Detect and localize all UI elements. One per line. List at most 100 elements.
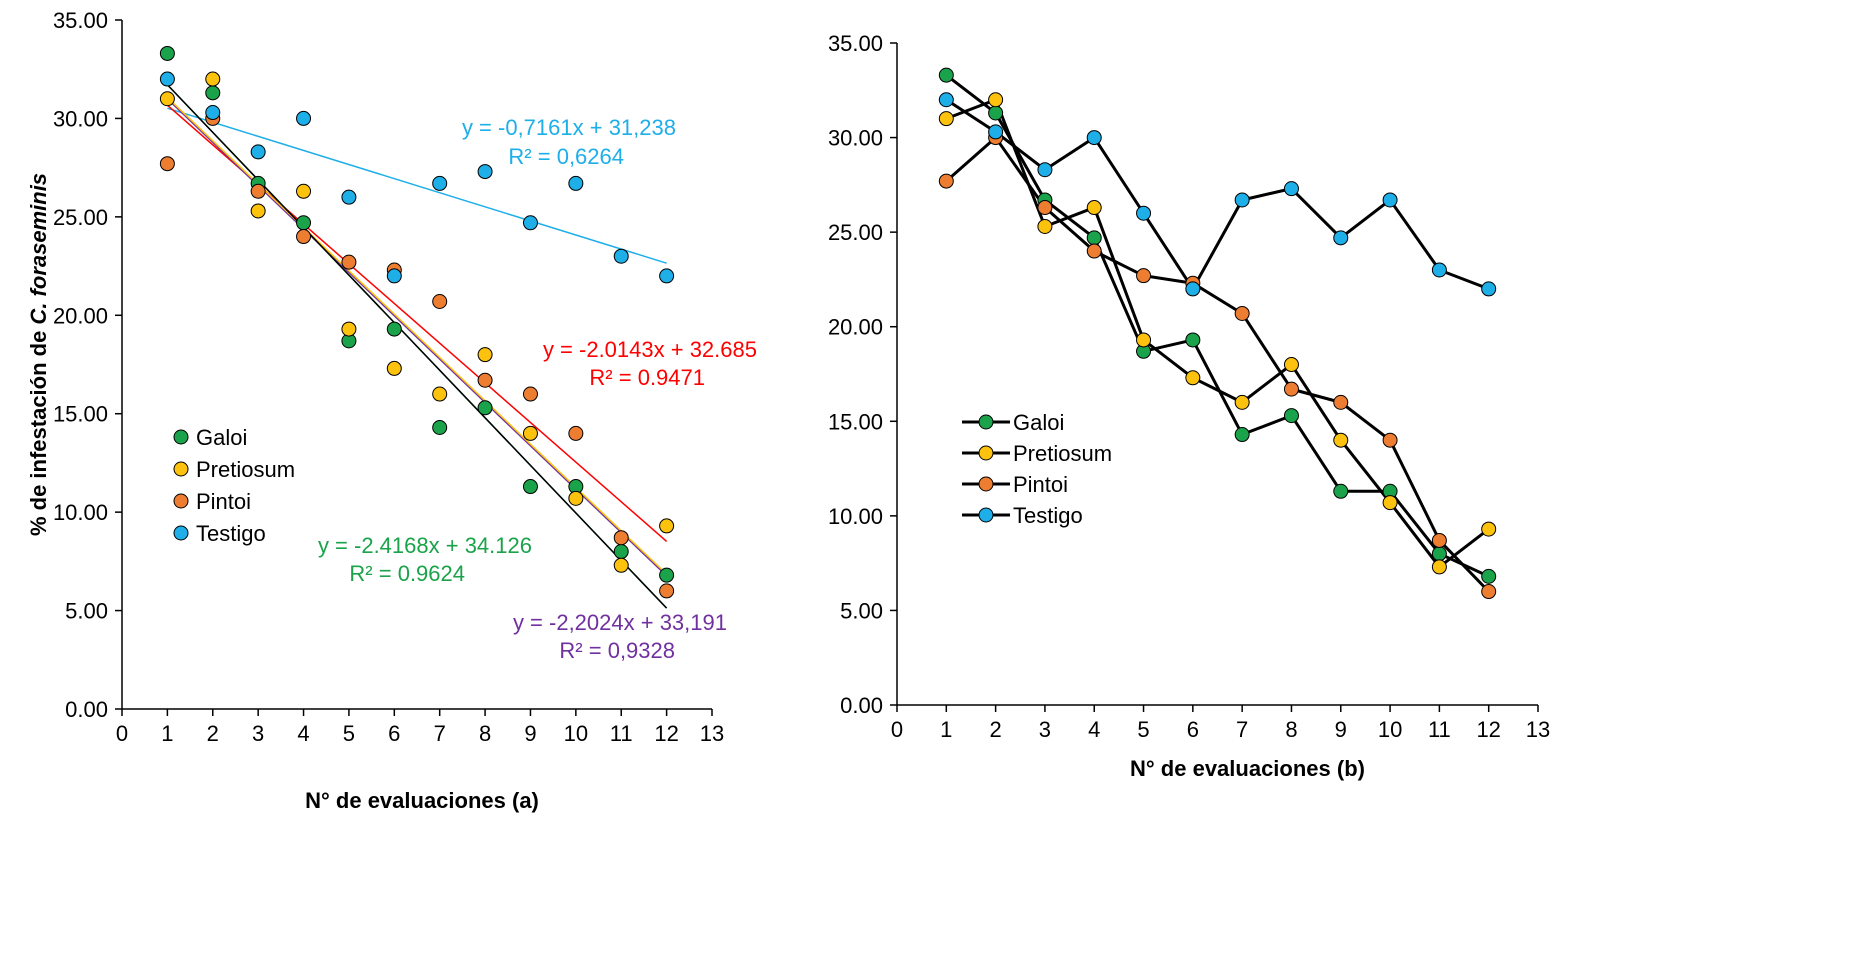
data-point: [1086, 243, 1102, 259]
y-tick-label: 20.00: [828, 315, 883, 340]
data-point: [341, 321, 357, 337]
y-tick-label: 10.00: [53, 500, 108, 525]
trendline-equation: y = -2,2024x + 33,191: [513, 610, 727, 635]
x-tick-label: 11: [1428, 717, 1451, 742]
x-tick-label: 2: [989, 717, 1001, 742]
data-point: [1481, 584, 1497, 600]
x-tick-label: 10: [1378, 717, 1402, 742]
data-point: [1234, 305, 1250, 321]
y-tick-label: 35.00: [53, 8, 108, 33]
data-point: [1037, 162, 1053, 178]
data-point: [1382, 432, 1398, 448]
x-tick-label: 6: [1187, 717, 1199, 742]
y-axis-title-species: C. foraseminis: [26, 173, 51, 325]
data-point: [1185, 332, 1201, 348]
data-point: [938, 67, 954, 83]
legend: Galoi Pretiosum Pintoi Testigo: [173, 425, 295, 546]
data-point: [477, 164, 493, 180]
data-point: [613, 544, 629, 560]
y-tick-label: 35.00: [828, 31, 883, 56]
y-tick-label: 30.00: [828, 126, 883, 151]
data-point: [522, 386, 538, 402]
data-point: [250, 203, 266, 219]
data-point: [1136, 332, 1152, 348]
data-point: [296, 229, 312, 245]
data-point: [659, 583, 675, 599]
data-point: [1333, 483, 1349, 499]
data-point: [1283, 357, 1299, 373]
y-tick-label: 25.00: [828, 220, 883, 245]
legend-marker: [173, 461, 189, 477]
legend-marker: [173, 525, 189, 541]
trendline: [166, 98, 668, 577]
trendline: [166, 84, 668, 609]
data-point: [659, 518, 675, 534]
trendline-equation: y = -0,7161x + 31,238: [462, 115, 676, 140]
legend-label: Testigo: [1013, 503, 1083, 528]
data-point: [1234, 192, 1250, 208]
legend-label: Pintoi: [196, 489, 251, 514]
legend-label: Galoi: [1013, 410, 1064, 435]
x-tick-label: 13: [1526, 717, 1550, 742]
data-point: [1431, 546, 1447, 562]
data-point: [1333, 432, 1349, 448]
x-tick-label: 10: [564, 721, 588, 746]
x-tick-label: 5: [343, 721, 355, 746]
x-tick-label: 8: [1285, 717, 1297, 742]
y-axis-title-prefix: % de infestación de: [26, 325, 51, 537]
data-point: [250, 183, 266, 199]
x-tick-label: 11: [610, 721, 633, 746]
data-point: [386, 268, 402, 284]
data-point: [250, 144, 266, 160]
legend-label: Pintoi: [1013, 472, 1068, 497]
data-point: [1086, 230, 1102, 246]
trendline-equation: y = -2.0143x + 32.685: [543, 337, 757, 362]
x-axis-title: N° de evaluaciones (a): [305, 788, 539, 813]
data-point: [1037, 200, 1053, 216]
y-tick-label: 15.00: [53, 402, 108, 427]
y-tick-label: 5.00: [840, 598, 883, 623]
legend-marker: [978, 445, 994, 461]
y-tick-label: 25.00: [53, 205, 108, 230]
data-point: [477, 372, 493, 388]
data-point: [568, 490, 584, 506]
data-point: [613, 248, 629, 264]
data-point: [1333, 394, 1349, 410]
data-point: [1382, 192, 1398, 208]
data-point: [432, 175, 448, 191]
y-tick-label: 15.00: [828, 409, 883, 434]
data-point: [1333, 230, 1349, 246]
data-point: [205, 71, 221, 87]
data-point: [1086, 130, 1102, 146]
x-tick-label: 5: [1137, 717, 1149, 742]
x-tick-label: 8: [479, 721, 491, 746]
data-point: [938, 173, 954, 189]
legend-label: Galoi: [196, 425, 247, 450]
x-tick-label: 9: [524, 721, 536, 746]
x-tick-label: 9: [1335, 717, 1347, 742]
trendline: [166, 96, 668, 575]
x-tick-label: 3: [252, 721, 264, 746]
y-tick-label: 0.00: [65, 697, 108, 722]
x-tick-label: 1: [940, 717, 952, 742]
y-tick-label: 20.00: [53, 303, 108, 328]
x-tick-label: 7: [1236, 717, 1248, 742]
data-point: [1185, 370, 1201, 386]
data-point: [659, 268, 675, 284]
data-point: [159, 156, 175, 172]
x-tick-label: 0: [891, 717, 903, 742]
data-point: [1481, 568, 1497, 584]
y-tick-label: 0.00: [840, 693, 883, 718]
x-tick-label: 13: [700, 721, 724, 746]
trendlines: [166, 84, 668, 609]
data-point: [568, 175, 584, 191]
legend-label: Pretiosum: [1013, 441, 1112, 466]
legend-label: Testigo: [196, 521, 266, 546]
axes: 0.00 5.00 10.00 15.00 20.00 25.00 30.00 35.00 0 1…: [828, 31, 1550, 742]
data-point: [938, 111, 954, 127]
series-line: [945, 98, 1490, 569]
data-point: [341, 189, 357, 205]
legend-marker: [978, 507, 994, 523]
data-point: [296, 215, 312, 231]
data-point: [341, 254, 357, 270]
